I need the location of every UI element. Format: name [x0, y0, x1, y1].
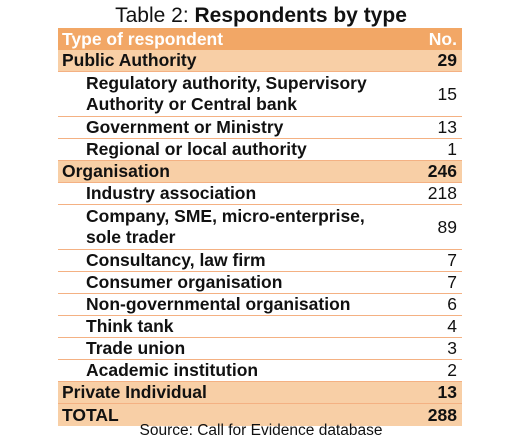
row-label: Consumer organisation — [86, 272, 283, 292]
row-count: 6 — [447, 294, 457, 314]
table-row: Trade union 3 — [58, 338, 462, 360]
row-label: Organisation — [62, 161, 170, 181]
row-count: 29 — [437, 50, 457, 70]
row-count: 15 — [437, 83, 457, 104]
row-label: Regional or local authority — [86, 139, 307, 159]
table-row: Public Authority 29 — [58, 50, 462, 72]
row-count: 7 — [447, 272, 457, 292]
table-row: Think tank 4 — [58, 316, 462, 338]
table-row: Academic institution 2 — [58, 360, 462, 382]
header-type-label: Type of respondent — [62, 28, 224, 49]
row-label: Think tank — [86, 316, 174, 336]
table-row: Industry association 218 — [58, 183, 462, 205]
table-row: Organisation 246 — [58, 161, 462, 183]
row-label: Consultancy, law firm — [86, 250, 266, 270]
table-row: Government or Ministry 13 — [58, 117, 462, 139]
row-count: 7 — [447, 250, 457, 270]
respondents-table: Type of respondent No. Public Authority … — [58, 28, 462, 426]
total-row: TOTAL 288 — [58, 404, 462, 426]
table-row: Regulatory authority, Supervisory Author… — [58, 72, 462, 117]
table-row: Consultancy, law firm 7 — [58, 250, 462, 272]
table-caption: Table 2: Respondents by type — [0, 4, 522, 28]
table-row: Private Individual 13 — [58, 382, 462, 404]
row-label: Academic institution — [86, 360, 259, 380]
row-count: 89 — [437, 216, 457, 237]
row-count: 218 — [427, 183, 457, 203]
caption-title: Respondents by type — [194, 4, 407, 27]
total-count: 288 — [427, 404, 457, 425]
row-label: Government or Ministry — [86, 117, 284, 137]
total-label: TOTAL — [62, 404, 119, 425]
row-count: 2 — [447, 360, 457, 380]
row-label: Trade union — [86, 338, 186, 358]
row-label: Public Authority — [62, 50, 197, 70]
row-count: 246 — [427, 161, 457, 181]
row-label: Non-governmental organisation — [86, 294, 351, 314]
table-row: Regional or local authority 1 — [58, 139, 462, 161]
table-row: Consumer organisation 7 — [58, 272, 462, 294]
table-row: Non-governmental organisation 6 — [58, 294, 462, 316]
table-row: Company, SME, micro-enterprise, sole tra… — [58, 205, 462, 250]
row-label: Company, SME, micro-enterprise, sole tra… — [86, 206, 365, 247]
caption-prefix: Table 2: — [115, 4, 195, 27]
row-label: Private Individual — [62, 382, 207, 402]
row-count: 1 — [447, 139, 457, 159]
row-label: Industry association — [86, 183, 257, 203]
row-count: 13 — [437, 117, 457, 137]
row-count: 13 — [437, 382, 457, 402]
table-header-row: Type of respondent No. — [58, 28, 462, 50]
row-count: 4 — [447, 316, 457, 336]
row-label: Regulatory authority, Supervisory Author… — [86, 73, 367, 114]
header-count-label: No. — [428, 28, 457, 49]
source-note: Source: Call for Evidence database — [139, 422, 383, 439]
row-count: 3 — [447, 338, 457, 358]
